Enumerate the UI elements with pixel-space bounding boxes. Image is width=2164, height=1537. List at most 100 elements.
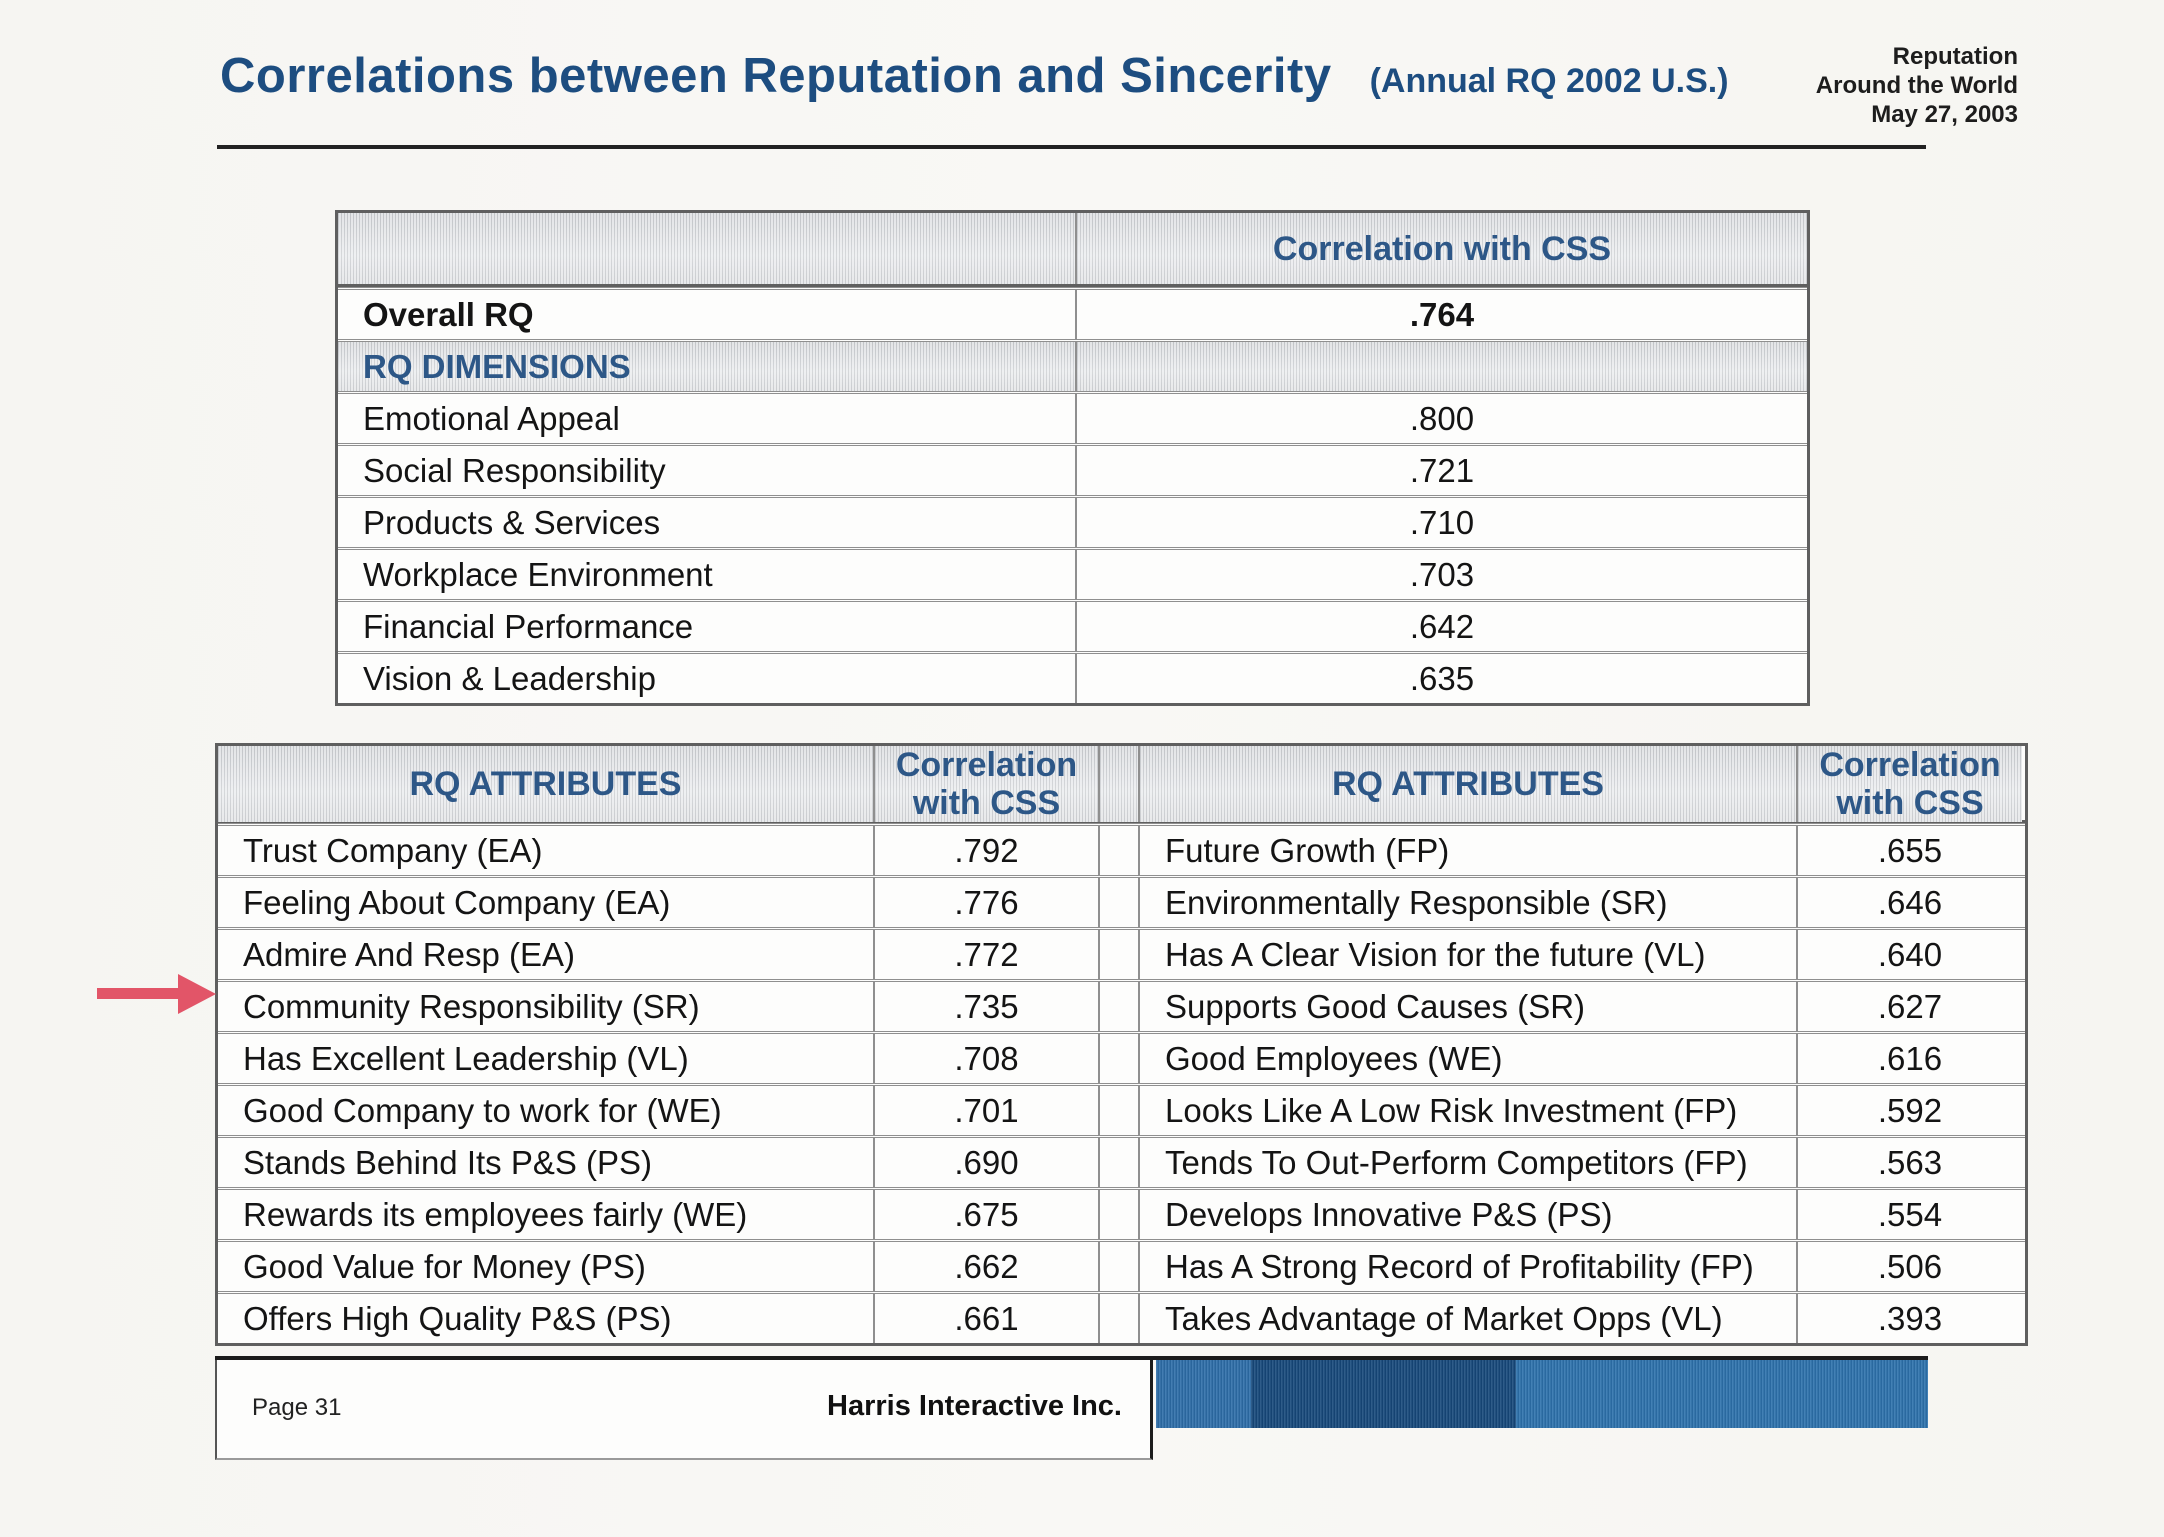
spacer-cell [1098, 1086, 1138, 1135]
annotation-arrow-icon [178, 974, 216, 1014]
dimension-value: .800 [1075, 394, 1807, 443]
spacer-cell [1098, 1138, 1138, 1187]
attribute-value: .616 [1796, 1034, 2022, 1083]
table-row-arrow-target: Community Responsibility (SR) .735 Suppo… [218, 979, 2025, 1031]
attribute-value: .776 [873, 878, 1098, 927]
dimension-value: .703 [1075, 550, 1807, 599]
dimension-value: .710 [1075, 498, 1807, 547]
title-row: Correlations between Reputation and Sinc… [220, 48, 1780, 104]
attribute-label: Supports Good Causes (SR) [1138, 982, 1796, 1031]
footer-brand-bar [1156, 1360, 1928, 1428]
attribute-value: .708 [873, 1034, 1098, 1083]
attribute-label: Has A Strong Record of Profitability (FP… [1138, 1242, 1796, 1291]
table-row: Good Company to work for (WE) .701 Looks… [218, 1083, 2025, 1135]
footer-divider [215, 1356, 1928, 1360]
correlation-header-right: Correlation with CSS [1796, 746, 2022, 822]
deck-info-line2: Around the World [1815, 72, 2018, 99]
rq-attributes-header: RQ ATTRIBUTES [409, 765, 682, 803]
table-row: Has Excellent Leadership (VL) .708 Good … [218, 1031, 2025, 1083]
attribute-value: .772 [873, 930, 1098, 979]
attribute-value: .675 [873, 1190, 1098, 1239]
attribute-value: .690 [873, 1138, 1098, 1187]
page-subtitle: (Annual RQ 2002 U.S.) [1369, 62, 1729, 100]
table-row: Workplace Environment .703 [338, 547, 1807, 599]
dimension-label: Vision & Leadership [363, 659, 656, 697]
attribute-label: Has A Clear Vision for the future (VL) [1138, 930, 1796, 979]
attribute-value: .646 [1796, 878, 2022, 927]
table-row: Stands Behind Its P&S (PS) .690 Tends To… [218, 1135, 2025, 1187]
summary-header-row: Correlation with CSS [338, 213, 1807, 287]
attribute-label: Good Employees (WE) [1138, 1034, 1796, 1083]
table-row: Feeling About Company (EA) .776 Environm… [218, 875, 2025, 927]
table-row: Social Responsibility .721 [338, 443, 1807, 495]
attributes-header-row: RQ ATTRIBUTES Correlation with CSS RQ AT… [218, 746, 2025, 823]
company-name: Harris Interactive Inc. [827, 1390, 1122, 1422]
attribute-value: .792 [873, 826, 1098, 875]
table-row: Trust Company (EA) .792 Future Growth (F… [218, 823, 2025, 875]
deck-info-line3: May 27, 2003 [1871, 101, 2018, 128]
table-row: Good Value for Money (PS) .662 Has A Str… [218, 1239, 2025, 1291]
attribute-value: .592 [1796, 1086, 2022, 1135]
rq-dimensions-label: RQ DIMENSIONS [338, 342, 1075, 391]
attribute-label: Has Excellent Leadership (VL) [243, 1039, 689, 1077]
attribute-label: Looks Like A Low Risk Investment (FP) [1138, 1086, 1796, 1135]
spacer-header-cell [1098, 746, 1138, 822]
dimension-value: .635 [1075, 654, 1807, 703]
spacer-cell [1098, 1294, 1138, 1343]
summary-header-value-cell: Correlation with CSS [1075, 213, 1807, 284]
correlation-with-css-header: Correlation with CSS [1819, 746, 2001, 822]
table-row: Emotional Appeal .800 [338, 391, 1807, 443]
brand-bar-segment [1156, 1360, 1251, 1428]
spacer-cell [1098, 982, 1138, 1031]
attribute-value: .563 [1796, 1138, 2022, 1187]
section-header-row: RQ DIMENSIONS [338, 339, 1807, 391]
attribute-label: Environmentally Responsible (SR) [1138, 878, 1796, 927]
overall-rq-value: .764 [1075, 290, 1807, 339]
dimension-label: Emotional Appeal [363, 399, 620, 437]
attribute-value: .735 [873, 982, 1098, 1031]
correlation-header-left: Correlation with CSS [873, 746, 1098, 822]
footer: Page 31 Harris Interactive Inc. [215, 1360, 1153, 1460]
brand-bar-segment [1516, 1360, 1928, 1428]
dimension-value: .642 [1075, 602, 1807, 651]
title-divider [217, 145, 1926, 149]
brand-bar-segment [1251, 1360, 1516, 1428]
table-row: Admire And Resp (EA) .772 Has A Clear Vi… [218, 927, 2025, 979]
table-row: Products & Services .710 [338, 495, 1807, 547]
table-row: Rewards its employees fairly (WE) .675 D… [218, 1187, 2025, 1239]
attribute-label: Takes Advantage of Market Opps (VL) [1138, 1294, 1796, 1343]
dimension-label: Financial Performance [363, 607, 694, 645]
attribute-label: Future Growth (FP) [1138, 826, 1796, 875]
table-row: Vision & Leadership .635 [338, 651, 1807, 703]
page-number: Page 31 [252, 1394, 342, 1421]
dimension-value: .721 [1075, 446, 1807, 495]
dimension-label: Social Responsibility [363, 451, 666, 489]
attributes-table: RQ ATTRIBUTES Correlation with CSS RQ AT… [215, 743, 2028, 1346]
attribute-value: .655 [1796, 826, 2022, 875]
attribute-label: Good Value for Money (PS) [243, 1247, 646, 1285]
overall-rq-label: Overall RQ [363, 295, 534, 333]
page-title: Correlations between Reputation and Sinc… [220, 49, 1332, 103]
table-row: Overall RQ .764 [338, 287, 1807, 339]
attribute-label: Develops Innovative P&S (PS) [1138, 1190, 1796, 1239]
attribute-label: Good Company to work for (WE) [243, 1091, 722, 1129]
correlation-with-css-header: Correlation with CSS [895, 746, 1078, 822]
rq-dimensions-empty-cell [1075, 342, 1807, 391]
attribute-label: Rewards its employees fairly (WE) [243, 1195, 748, 1233]
summary-table: Correlation with CSS Overall RQ .764 RQ … [335, 210, 1810, 706]
spacer-cell [1098, 1242, 1138, 1291]
dimension-label: Products & Services [363, 503, 661, 541]
attribute-value: .701 [873, 1086, 1098, 1135]
rq-attributes-header: RQ ATTRIBUTES [1332, 765, 1604, 803]
attribute-label: Stands Behind Its P&S (PS) [243, 1143, 653, 1181]
attributes-header-left: RQ ATTRIBUTES [218, 746, 873, 822]
spacer-cell [1098, 930, 1138, 979]
attribute-label: Offers High Quality P&S (PS) [243, 1299, 672, 1337]
annotation-arrow-tail [97, 988, 181, 999]
dimension-label: Workplace Environment [363, 555, 713, 593]
attributes-header-right: RQ ATTRIBUTES [1138, 746, 1796, 822]
attribute-value: .662 [873, 1242, 1098, 1291]
summary-value-header: Correlation with CSS [1272, 229, 1612, 268]
spacer-cell [1098, 826, 1138, 875]
